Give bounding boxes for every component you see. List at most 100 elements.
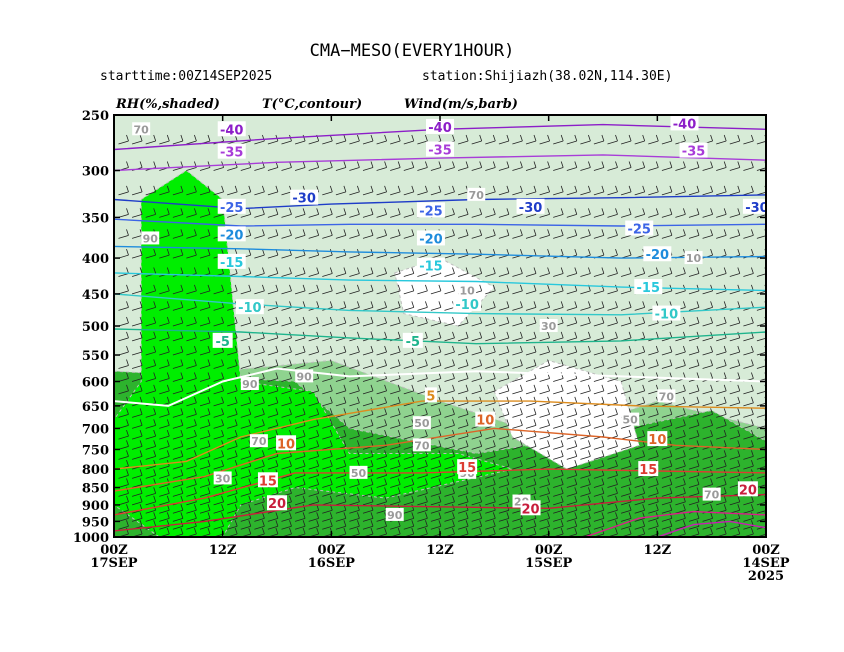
wind-barb (118, 450, 129, 460)
wind-barb (322, 208, 333, 218)
wind-barb (199, 331, 211, 342)
wind-barb (607, 134, 618, 145)
wind-barb (512, 345, 523, 356)
wind-barb (498, 478, 510, 488)
wind-barb (716, 408, 727, 418)
temperature-label-box (679, 142, 708, 158)
wind-barb (512, 359, 523, 369)
wind-barb (254, 345, 265, 356)
time-tick-label: 12Z (644, 543, 672, 558)
wind-barb (729, 185, 741, 196)
wind-barb (335, 284, 347, 295)
rh-contour-label: 70 (414, 439, 430, 452)
wind-barb (267, 459, 279, 470)
temperature-contour-label: 10 (648, 433, 666, 448)
pressure-tick-label: 400 (82, 252, 109, 267)
wind-barb (159, 301, 170, 311)
wind-barb (145, 450, 157, 460)
wind-barb (294, 229, 306, 239)
wind-barb (485, 440, 496, 450)
wind-barb (172, 331, 184, 342)
wind-barb (240, 115, 243, 116)
wind-barb (363, 115, 365, 116)
wind-barb (553, 331, 564, 342)
wind-barb (688, 478, 700, 488)
wind-barb (716, 419, 727, 429)
wind-barb (186, 229, 197, 239)
wind-barb (675, 478, 686, 488)
rh-label-box (702, 487, 721, 501)
wind-barb (634, 345, 646, 356)
wind-barb (702, 208, 713, 218)
wind-barb (580, 384, 591, 395)
wind-barb (390, 384, 401, 395)
temperature-label-box (634, 279, 663, 295)
wind-barb (729, 459, 741, 470)
chart-title: CMA−MESO(EVERY1HOUR) (310, 41, 515, 61)
wind-barb (525, 440, 537, 450)
wind-barb (675, 384, 686, 395)
wind-barb (525, 408, 537, 418)
wind-barb (593, 512, 605, 522)
wind-barb (362, 345, 374, 356)
wind-barb (444, 372, 455, 382)
wind-barb (716, 396, 727, 407)
wind-barb (118, 359, 129, 369)
wind-barb (607, 208, 618, 218)
time-tick-label: 00Z (100, 543, 128, 558)
wind-barb (729, 229, 741, 239)
wind-barb (376, 208, 387, 218)
wind-barb (281, 345, 292, 356)
temperature-contour--10 (114, 293, 766, 316)
wind-barb (716, 478, 727, 488)
wind-barb (593, 504, 605, 514)
rh-label-box (657, 389, 676, 403)
wind-barb (267, 229, 279, 239)
wind-barb (254, 459, 265, 470)
wind-barb (471, 316, 483, 327)
wind-barb (566, 345, 578, 356)
temperature-label-box (217, 143, 246, 159)
wind-barb (485, 284, 496, 295)
wind-barb (539, 115, 541, 116)
wind-barb (702, 359, 713, 369)
temperature-contour-label: -30 (292, 192, 316, 207)
wind-barb (593, 478, 605, 488)
wind-barb (485, 345, 496, 356)
wind-barb (648, 520, 659, 530)
wind-barb (634, 478, 646, 488)
wind-barb (485, 396, 496, 407)
wind-barb (702, 478, 713, 488)
wind-barb (580, 229, 591, 239)
wind-barb (553, 208, 564, 218)
wind-barb (145, 487, 157, 497)
wind-barb (729, 450, 741, 460)
wind-barb (349, 185, 360, 196)
wind-barb (267, 267, 279, 277)
wind-barb (485, 372, 496, 382)
pressure-tick-label: 450 (82, 288, 109, 303)
wind-barb (648, 504, 659, 514)
wind-barb (349, 512, 360, 522)
wind-barb (471, 372, 483, 382)
wind-barb (553, 185, 564, 196)
wind-barb (593, 161, 605, 171)
wind-barb (620, 301, 632, 311)
wind-barb (648, 408, 659, 418)
wind-barb (199, 248, 211, 259)
wind-barb (335, 520, 347, 530)
wind-barb (743, 384, 754, 395)
wind-barb (430, 450, 442, 460)
wind-barb (376, 316, 387, 327)
temperature-label-box (212, 332, 233, 348)
rh-contour-label: 90 (387, 509, 403, 522)
wind-barb (688, 396, 700, 407)
temperature-label-box (638, 461, 659, 477)
temperature-label-box (416, 230, 445, 246)
wind-barb (430, 284, 442, 295)
wind-barb (227, 284, 238, 295)
wind-barb (281, 450, 292, 460)
wind-barb (485, 384, 496, 395)
wind-barb (634, 429, 646, 440)
wind-barb (525, 469, 537, 479)
